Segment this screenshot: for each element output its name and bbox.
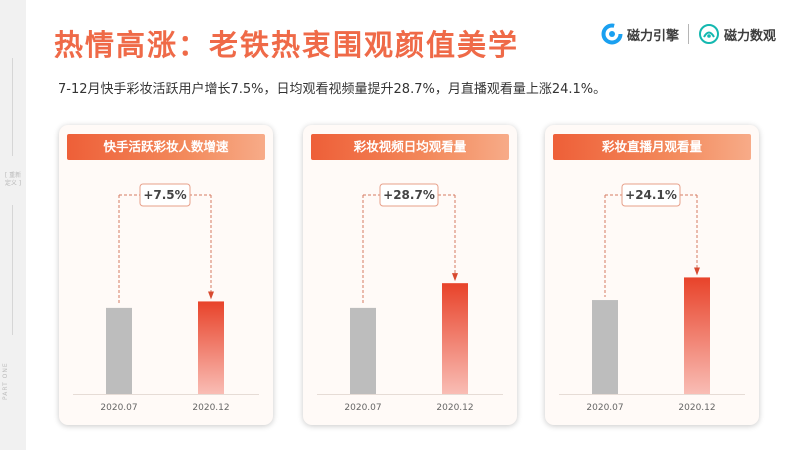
bar-chart-svg: 2020.07 2020.12 +7.5%	[73, 183, 259, 413]
bar-2020.07	[592, 300, 618, 394]
x-tick-label: 2020.07	[100, 403, 137, 413]
chart-title: 彩妆视频日均观看量	[311, 134, 509, 160]
bar-2020.07	[350, 307, 376, 394]
page-subtitle: 7-12月快手彩妆活跃用户增长7.5%，日均观看视频量提升28.7%，月直播观看…	[58, 82, 607, 97]
chart-title: 彩妆直播月观看量	[553, 134, 751, 160]
cili-engine-logo-icon	[601, 23, 623, 45]
part-label: PART ONE	[2, 362, 9, 400]
chart-card-daily-views: 彩妆视频日均观看量 2020.07 2020.12 +28.7%	[303, 125, 517, 425]
brand-logos: 磁力引擎 磁力数观	[601, 21, 776, 47]
growth-label: +28.7%	[383, 188, 435, 202]
x-tick-label: 2020.07	[344, 403, 381, 413]
logo-text-cili-shuguan: 磁力数观	[723, 28, 776, 44]
x-tick-label: 2020.12	[436, 403, 473, 413]
chart-card-monthly-live-views: 彩妆直播月观看量 2020.07 2020.12 +24.1%	[545, 125, 759, 425]
bar-2020.07	[106, 307, 132, 394]
cili-shuguan-logo-icon	[698, 24, 719, 44]
bar-2020.12	[684, 277, 710, 394]
growth-badge	[379, 183, 439, 207]
side-rule-bottom	[12, 205, 13, 335]
side-tag: [ 重新定义 ]	[4, 172, 22, 187]
side-bar: [ 重新定义 ] PART ONE	[0, 0, 26, 450]
growth-badge	[139, 183, 191, 207]
x-tick-label: 2020.12	[678, 403, 715, 413]
bar-2020.12	[442, 283, 468, 394]
logo-cili-engine: 磁力引擎	[601, 23, 679, 45]
chart-title: 快手活跃彩妆人数增速	[67, 134, 265, 160]
x-tick-label: 2020.07	[586, 403, 623, 413]
x-tick-label: 2020.12	[192, 403, 229, 413]
growth-label: +24.1%	[625, 188, 677, 202]
growth-badge	[621, 183, 681, 207]
logo-text-cili-engine: 磁力引擎	[626, 28, 679, 44]
growth-label: +7.5%	[143, 188, 186, 202]
bar-chart-svg: 2020.07 2020.12 +24.1%	[559, 183, 745, 413]
page-title: 热情高涨：老铁热衷围观颜值美学	[54, 28, 520, 62]
logo-cili-shuguan: 磁力数观	[698, 23, 776, 45]
bar-chart-svg: 2020.07 2020.12 +28.7%	[317, 183, 503, 413]
chart-card-active-users: 快手活跃彩妆人数增速 2020.07 2020.12 +7.5%	[59, 125, 273, 425]
side-rule-top	[12, 58, 13, 156]
logo-divider	[687, 24, 689, 44]
bar-2020.12	[198, 301, 224, 394]
